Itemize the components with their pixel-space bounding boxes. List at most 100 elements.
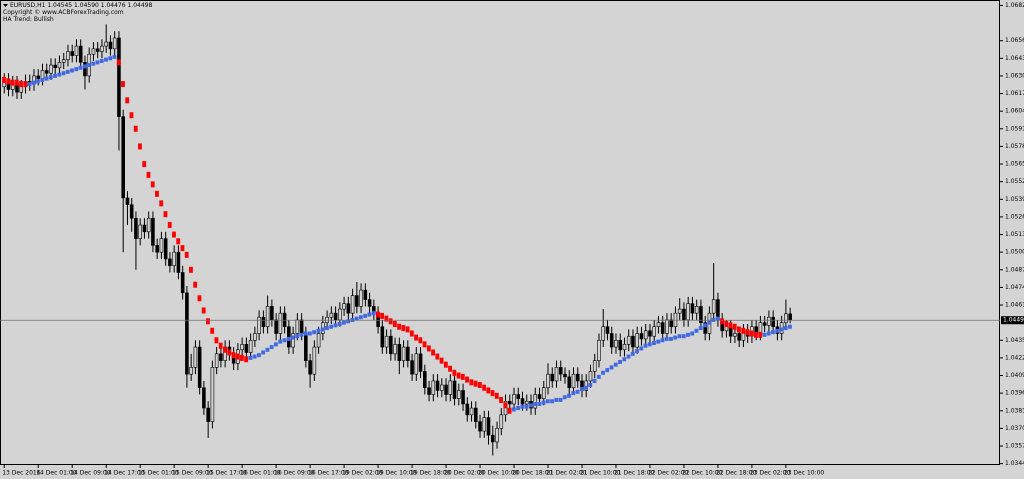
y-tick-label: 1.05260 bbox=[1005, 213, 1024, 220]
ha-trend-mark bbox=[660, 338, 665, 343]
ha-trend-mark bbox=[579, 387, 584, 392]
ha-trend-mark bbox=[435, 353, 440, 360]
candle-body bbox=[389, 335, 393, 355]
candle-body bbox=[316, 333, 321, 348]
y-tick-label: 1.04350 bbox=[1005, 337, 1024, 344]
ha-trend-mark bbox=[388, 318, 393, 325]
ha-trend-mark bbox=[465, 376, 469, 383]
ha-trend-mark bbox=[133, 125, 138, 132]
ha-trend-mark bbox=[48, 75, 53, 80]
ha-trend-mark bbox=[677, 334, 682, 339]
candle-body bbox=[83, 62, 87, 77]
candle-body bbox=[108, 41, 113, 50]
x-tick-label: 20 Dec 02:00 bbox=[444, 470, 485, 477]
x-tick-label: 14 Dec 17:00 bbox=[104, 470, 145, 477]
ha-trend-mark bbox=[473, 380, 478, 387]
candle-body bbox=[274, 319, 278, 334]
ha-trend-mark bbox=[414, 334, 419, 341]
candle-body bbox=[159, 238, 164, 253]
ha-trend-mark bbox=[779, 327, 784, 332]
x-tick-label: 15 Dec 01:00 bbox=[138, 470, 179, 477]
y-tick-label: 1.05520 bbox=[1005, 178, 1024, 185]
ha-trend-mark bbox=[575, 389, 580, 394]
candle-body bbox=[473, 407, 478, 422]
ha-trend-mark bbox=[741, 327, 746, 334]
y-tick-label: 1.06430 bbox=[1005, 55, 1024, 62]
y-tick-label: 1.04610 bbox=[1005, 302, 1024, 309]
y-tick-label: 1.04740 bbox=[1005, 284, 1024, 291]
ha-trend-mark bbox=[14, 79, 19, 86]
candle-body bbox=[635, 333, 640, 348]
ha-trend-mark bbox=[290, 335, 295, 340]
x-tick-label: 23 Dec 02:00 bbox=[750, 470, 791, 477]
ha-trend-mark bbox=[244, 356, 249, 363]
candle-body bbox=[618, 339, 623, 351]
candle-body bbox=[482, 417, 487, 432]
ha-trend-mark bbox=[99, 59, 104, 64]
candle-body bbox=[427, 387, 431, 395]
candle-body bbox=[270, 306, 274, 321]
candle-body bbox=[380, 326, 385, 348]
ha-trend-mark bbox=[418, 337, 423, 344]
candle-body bbox=[359, 289, 363, 307]
candle-body bbox=[129, 204, 134, 219]
ha-trend-mark bbox=[189, 266, 193, 273]
ha-trend-mark bbox=[477, 382, 482, 389]
candle-body bbox=[185, 292, 189, 375]
ha-trend-mark bbox=[469, 379, 474, 386]
ha-trend-mark bbox=[286, 336, 291, 341]
ha-trend-mark bbox=[707, 320, 712, 325]
candle-body bbox=[724, 326, 729, 332]
ha-trend-mark bbox=[87, 63, 91, 68]
x-tick-label: 19 Dec 10:00 bbox=[376, 470, 417, 477]
y-tick-label: 1.06170 bbox=[1005, 90, 1024, 97]
ha-trend-mark bbox=[40, 77, 45, 82]
ha-trend-mark bbox=[758, 331, 763, 338]
ha-trend-mark bbox=[643, 343, 648, 348]
ha-trend-mark bbox=[626, 354, 631, 359]
candle-body bbox=[346, 303, 351, 314]
ha-trend-mark bbox=[146, 171, 151, 178]
candle-body bbox=[287, 326, 291, 348]
candle-body bbox=[384, 335, 389, 348]
candle-body bbox=[367, 299, 372, 307]
ha-trend-mark bbox=[507, 407, 512, 414]
y-tick-label: 1.06820 bbox=[1005, 2, 1024, 9]
ha-trend-mark bbox=[720, 318, 724, 325]
ha-trend-mark bbox=[112, 54, 117, 59]
ha-trend-mark bbox=[503, 402, 508, 409]
ha-trend-mark bbox=[150, 181, 155, 188]
x-tick-label: 21 Dec 18:00 bbox=[614, 470, 655, 477]
ha-trend-mark bbox=[494, 392, 499, 399]
ha-trend-mark bbox=[193, 281, 198, 288]
candle-body bbox=[550, 373, 555, 382]
candle-body bbox=[486, 417, 491, 436]
candle-body bbox=[36, 75, 41, 79]
ha-trend-mark bbox=[613, 362, 618, 367]
ha-trend-mark bbox=[405, 326, 410, 333]
candle-body bbox=[461, 390, 465, 405]
ha-trend-mark bbox=[482, 384, 486, 391]
ha-trend-mark bbox=[545, 399, 550, 404]
ha-trend-mark bbox=[65, 69, 70, 74]
x-tick-label: 19 Dec 02:00 bbox=[342, 470, 383, 477]
candle-body bbox=[563, 373, 567, 378]
ha-trend-mark bbox=[694, 328, 699, 333]
candle-body bbox=[414, 353, 419, 375]
ha-trend-mark bbox=[61, 71, 66, 76]
ha-trend-mark bbox=[520, 404, 525, 409]
x-tick-label: 13 Dec 2016 bbox=[2, 470, 41, 477]
candle-body bbox=[312, 346, 317, 375]
candle-body bbox=[100, 45, 104, 52]
y-tick-label: 1.05910 bbox=[1005, 125, 1024, 132]
ha-trend-label: HA Trend: Bullish bbox=[3, 16, 54, 23]
menu-arrow[interactable] bbox=[3, 4, 8, 7]
candle-body bbox=[737, 333, 741, 341]
candle-body bbox=[342, 303, 346, 310]
ha-trend-mark bbox=[737, 326, 741, 333]
x-tick-label: 16 Dec 17:00 bbox=[308, 470, 349, 477]
ha-trend-mark bbox=[664, 336, 669, 341]
y-tick-label: 1.03700 bbox=[1005, 425, 1024, 432]
candle-body bbox=[355, 295, 359, 307]
candle-body bbox=[61, 59, 66, 63]
